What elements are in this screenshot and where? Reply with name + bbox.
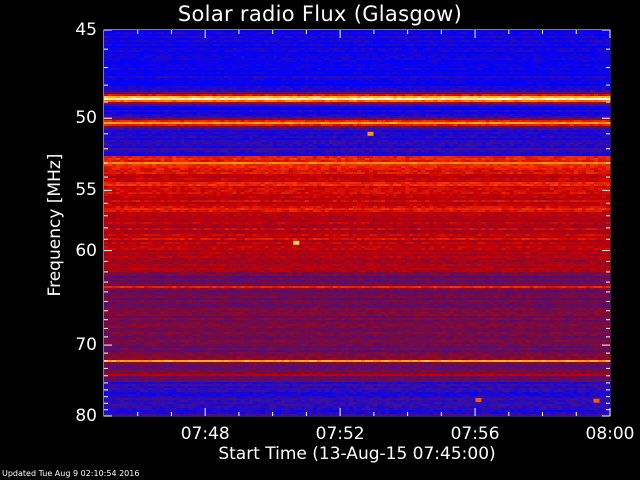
heatmap-area (104, 30, 610, 416)
